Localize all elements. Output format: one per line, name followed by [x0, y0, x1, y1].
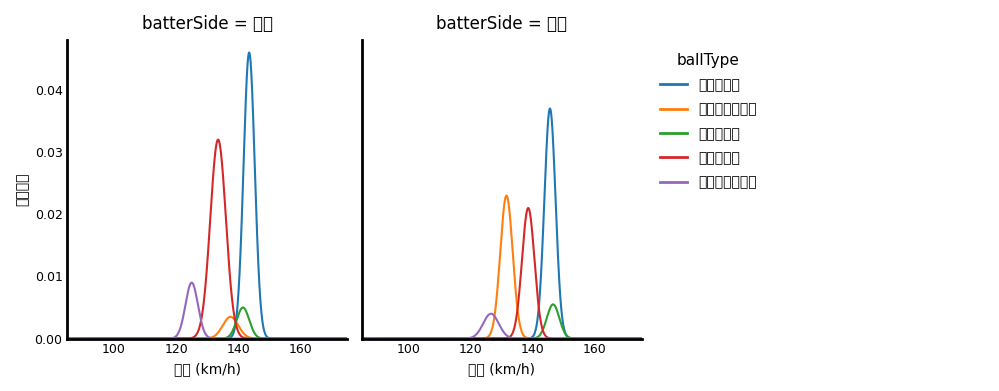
- Legend: ツーシーム, チェンジアップ, ストレート, スライダー, ナックルカーブ: ツーシーム, チェンジアップ, ストレート, スライダー, ナックルカーブ: [654, 47, 763, 195]
- Y-axis label: 確率密度: 確率密度: [15, 172, 29, 206]
- Title: batterSide = 右打: batterSide = 右打: [142, 15, 273, 33]
- X-axis label: 球速 (km/h): 球速 (km/h): [174, 362, 241, 376]
- Title: batterSide = 左打: batterSide = 左打: [437, 15, 567, 33]
- X-axis label: 球速 (km/h): 球速 (km/h): [469, 362, 535, 376]
